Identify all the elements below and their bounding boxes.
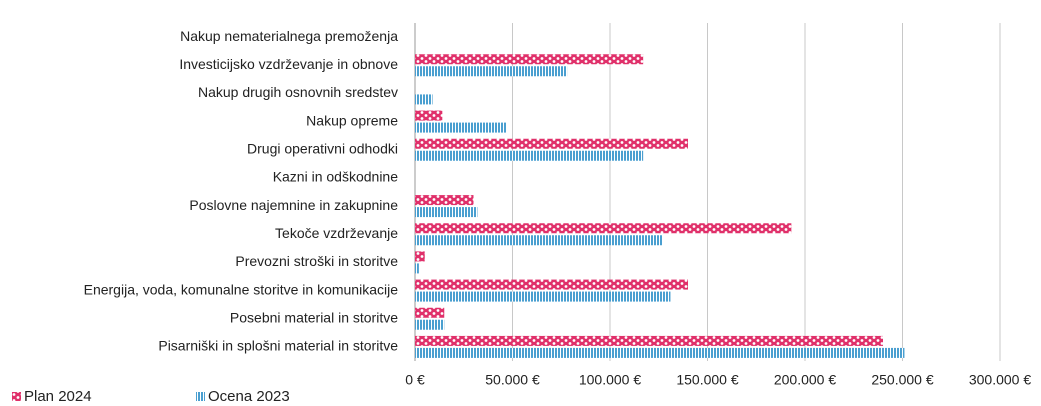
y-tick-label: Kazni in odškodnine [273,169,399,185]
x-tick-label: 250.000 € [871,372,933,388]
bar [415,279,688,290]
x-tick-label: 200.000 € [774,372,836,388]
y-tick-label: Tekoče vzdrževanje [275,225,398,241]
legend-swatch [12,392,21,401]
bar [415,138,688,149]
y-tick-label: Investicijsko vzdrževanje in obnove [179,56,398,72]
x-tick-label: 100.000 € [579,372,641,388]
bar [415,150,644,161]
bar [415,307,445,318]
y-tick-label: Posebni material in storitve [230,309,398,325]
y-tick-label: Drugi operativni odhodki [247,140,398,156]
x-tick-label: 0 € [405,372,425,388]
y-tick-label: Pisarniški in splošni material in storit… [158,338,398,354]
bar [415,319,445,330]
y-tick-label: Energija, voda, komunalne storitve in ko… [84,281,399,297]
y-tick-label: Nakup nematerialnega premoženja [180,28,398,44]
legend-label: Plan 2024 [24,388,92,405]
x-tick-label: 300.000 € [969,372,1031,388]
bar [415,235,663,246]
y-tick-label: Poslovne najemnine in zakupnine [189,197,398,213]
bar [415,347,905,358]
bar [415,110,443,121]
bar [415,263,419,274]
bar [415,335,883,346]
bar [415,251,425,262]
bar [415,54,644,65]
y-tick-label: Prevozni stroški in storitve [235,253,398,269]
bar [415,195,474,206]
bar [415,66,568,77]
x-tick-label: 50.000 € [485,372,540,388]
x-tick-label: 150.000 € [676,372,738,388]
bar [415,94,433,105]
bar [415,122,507,133]
legend-swatch [196,392,205,401]
legend-label: Ocena 2023 [208,388,290,405]
y-tick-label: Nakup drugih osnovnih sredstev [198,84,398,100]
bar [415,223,792,234]
y-tick-label: Nakup opreme [306,112,398,128]
bar [415,291,671,302]
bar [415,207,478,218]
